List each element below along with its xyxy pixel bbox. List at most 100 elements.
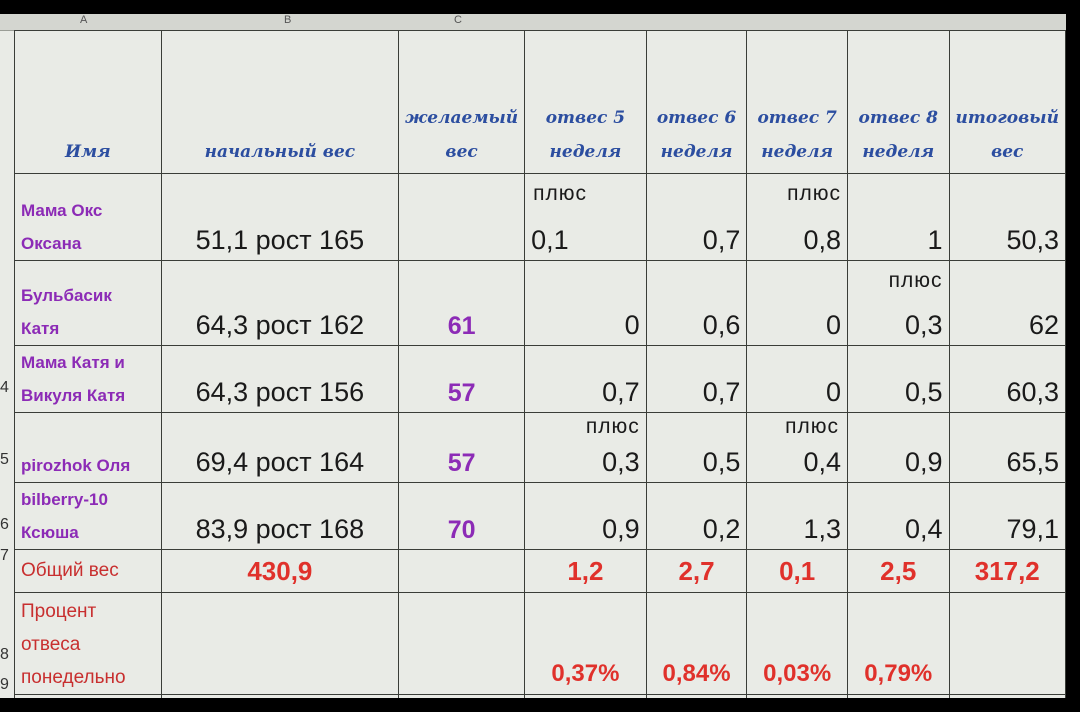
- empty-cell[interactable]: [746, 694, 848, 698]
- cell-final[interactable]: 79,1: [948, 482, 1066, 550]
- totals-desired[interactable]: [398, 549, 526, 593]
- cell-name[interactable]: Мама Катя и Викуля Катя: [14, 345, 162, 413]
- header-week5[interactable]: отвес 5 неделя: [524, 30, 647, 174]
- cell-week7[interactable]: плюс 0,8: [746, 173, 848, 261]
- cell-week5[interactable]: 0: [524, 260, 647, 346]
- cell-name[interactable]: pirozhok Оля: [14, 412, 162, 483]
- empty-row: [14, 694, 1066, 698]
- totals-week6[interactable]: 2,7: [645, 549, 748, 593]
- cell-desired[interactable]: 61: [398, 260, 526, 346]
- cell-week5[interactable]: 0,7: [524, 345, 647, 413]
- row-number-4[interactable]: 4: [0, 379, 9, 396]
- cell-desired[interactable]: 57: [398, 412, 526, 483]
- cell-initial[interactable]: 64,3 рост 162: [160, 260, 400, 346]
- table-row: bilberry-10 Ксюша 83,9 рост 168 70 0,9 0,…: [14, 482, 1066, 550]
- totals-week5[interactable]: 1,2: [524, 549, 647, 593]
- cell-initial[interactable]: 83,9 рост 168: [160, 482, 400, 550]
- col-letter-c[interactable]: C: [454, 14, 462, 26]
- spreadsheet: A B C 4 5 6 7 8 9 Имя начальный вес жела…: [0, 14, 1066, 698]
- cell-name[interactable]: bilberry-10 Ксюша: [14, 482, 162, 550]
- header-week8[interactable]: отвес 8 неделя: [846, 30, 950, 174]
- cell-desired[interactable]: 70: [398, 482, 526, 550]
- cell-initial[interactable]: 51,1 рост 165: [160, 173, 400, 261]
- cell-desired[interactable]: 57: [398, 345, 526, 413]
- cell-value: 0,3: [904, 310, 943, 340]
- cell-week5[interactable]: 0,9: [524, 482, 647, 550]
- header-name[interactable]: Имя: [14, 30, 162, 174]
- percent-label-line3: понедельно: [21, 667, 126, 688]
- name-line1: Мама Окс: [21, 201, 103, 220]
- cell-initial[interactable]: 69,4 рост 164: [160, 412, 400, 483]
- row-number-7[interactable]: 7: [0, 547, 9, 564]
- percent-label-line2: отвеса: [21, 634, 81, 655]
- percent-week8[interactable]: 0,79%: [846, 592, 950, 695]
- header-week7[interactable]: отвес 7 неделя: [746, 30, 848, 174]
- cell-final[interactable]: 62: [948, 260, 1066, 346]
- cell-initial[interactable]: 64,3 рост 156: [160, 345, 400, 413]
- empty-cell[interactable]: [398, 694, 526, 698]
- empty-cell[interactable]: [846, 694, 950, 698]
- table-row: pirozhok Оля 69,4 рост 164 57 плюс 0,3 0,…: [14, 412, 1066, 483]
- plus-note: плюс: [585, 415, 640, 438]
- table-row: Мама Окс Оксана 51,1 рост 165 плюс 0,1 0,7…: [14, 173, 1066, 261]
- cell-week7[interactable]: плюс 0,4: [746, 412, 848, 483]
- cell-week7[interactable]: 0: [746, 260, 848, 346]
- cell-week6[interactable]: 0,6: [645, 260, 748, 346]
- cell-week8[interactable]: плюс 0,3: [846, 260, 950, 346]
- cell-name[interactable]: Мама Окс Оксана: [14, 173, 162, 261]
- totals-week7[interactable]: 0,1: [746, 549, 848, 593]
- row-number-8[interactable]: 8: [0, 646, 9, 663]
- cell-final[interactable]: 65,5: [948, 412, 1066, 483]
- percent-week7[interactable]: 0,03%: [746, 592, 848, 695]
- col-letter-b[interactable]: B: [284, 14, 292, 26]
- row-number-5[interactable]: 5: [0, 451, 9, 468]
- plus-note: плюс: [787, 182, 841, 205]
- cell-name[interactable]: Бульбасик Катя: [14, 260, 162, 346]
- percent-week5[interactable]: 0,37%: [524, 592, 647, 695]
- percent-final[interactable]: [948, 592, 1066, 695]
- cell-week8[interactable]: 0,9: [846, 412, 950, 483]
- empty-cell[interactable]: [160, 694, 400, 698]
- totals-final[interactable]: 317,2: [948, 549, 1066, 593]
- cell-week6[interactable]: 0,2: [645, 482, 748, 550]
- cell-final[interactable]: 60,3: [948, 345, 1066, 413]
- cell-week5[interactable]: плюс 0,1: [524, 173, 647, 261]
- totals-week8[interactable]: 2,5: [846, 549, 950, 593]
- empty-cell[interactable]: [645, 694, 748, 698]
- plus-note: плюс: [785, 415, 839, 438]
- cell-week8[interactable]: 1: [846, 173, 950, 261]
- cell-week6[interactable]: 0,7: [645, 345, 748, 413]
- header-final-weight[interactable]: итоговый вес: [948, 30, 1066, 174]
- totals-initial[interactable]: 430,9: [160, 549, 400, 593]
- cell-week6[interactable]: 0,5: [645, 412, 748, 483]
- cell-week5[interactable]: плюс 0,3: [524, 412, 647, 483]
- percent-desired[interactable]: [398, 592, 526, 695]
- name-line2: Катя: [21, 319, 60, 338]
- name-line2: pirozhok Оля: [21, 456, 131, 475]
- weight-table: Имя начальный вес желаемый вес отвес 5 н…: [14, 30, 1066, 698]
- name-line1: bilberry-10: [21, 490, 108, 509]
- header-initial-weight[interactable]: начальный вес: [160, 30, 400, 174]
- plus-note: плюс: [888, 269, 943, 292]
- header-week6[interactable]: отвес 6 неделя: [645, 30, 748, 174]
- table-row: Мама Катя и Викуля Катя 64,3 рост 156 57 …: [14, 345, 1066, 413]
- totals-label[interactable]: Общий вес: [14, 549, 162, 593]
- percent-label[interactable]: Процент отвеса понедельно: [14, 592, 162, 695]
- empty-cell[interactable]: [524, 694, 647, 698]
- col-letter-a[interactable]: A: [80, 14, 88, 26]
- header-desired-weight[interactable]: желаемый вес: [398, 30, 526, 174]
- row-number-6[interactable]: 6: [0, 516, 9, 533]
- empty-cell[interactable]: [948, 694, 1066, 698]
- cell-week8[interactable]: 0,5: [846, 345, 950, 413]
- cell-desired[interactable]: [398, 173, 526, 261]
- cell-week7[interactable]: 1,3: [746, 482, 848, 550]
- row-number-9[interactable]: 9: [0, 676, 9, 693]
- cell-final[interactable]: 50,3: [948, 173, 1066, 261]
- percent-week6[interactable]: 0,84%: [645, 592, 748, 695]
- empty-cell[interactable]: [14, 694, 162, 698]
- cell-value: 0,1: [531, 225, 569, 255]
- cell-week8[interactable]: 0,4: [846, 482, 950, 550]
- percent-initial[interactable]: [160, 592, 400, 695]
- cell-week6[interactable]: 0,7: [645, 173, 748, 261]
- cell-week7[interactable]: 0: [746, 345, 848, 413]
